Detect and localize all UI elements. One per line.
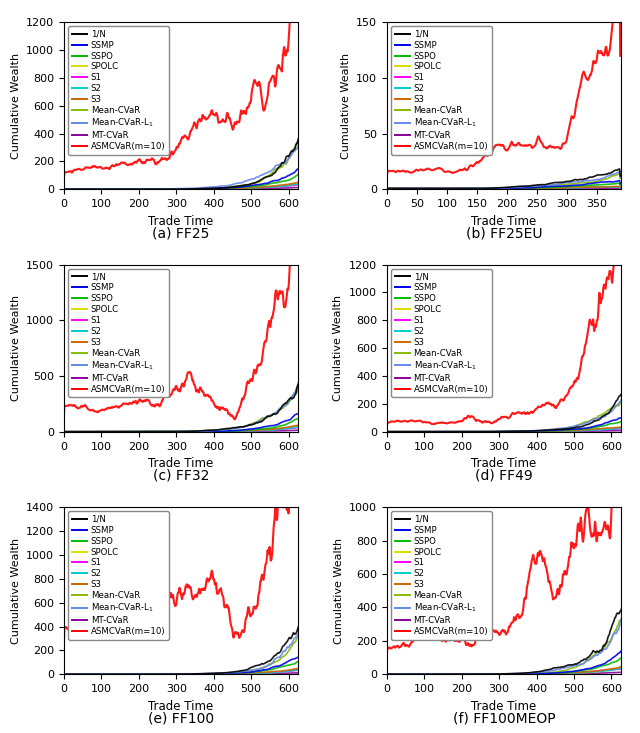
Y-axis label: Cumulative Wealth: Cumulative Wealth: [333, 538, 344, 644]
Text: (a) FF25: (a) FF25: [152, 226, 210, 240]
X-axis label: Trade Time: Trade Time: [148, 457, 214, 470]
Text: (c) FF32: (c) FF32: [153, 468, 209, 482]
X-axis label: Trade Time: Trade Time: [471, 215, 536, 227]
Y-axis label: Cumulative Wealth: Cumulative Wealth: [11, 53, 20, 158]
Text: (e) FF100: (e) FF100: [148, 711, 214, 725]
Legend: 1/N, SSMP, SSPO, SPOLC, S1, S2, S3, Mean-CVaR, Mean-CVaR-L$_1$, MT-CVaR, ASMCVaR: 1/N, SSMP, SSPO, SPOLC, S1, S2, S3, Mean…: [391, 269, 492, 397]
X-axis label: Trade Time: Trade Time: [471, 457, 536, 470]
Y-axis label: Cumulative Wealth: Cumulative Wealth: [340, 53, 351, 158]
Text: (d) FF49: (d) FF49: [475, 468, 532, 482]
Text: (b) FF25EU: (b) FF25EU: [465, 226, 542, 240]
Legend: 1/N, SSMP, SSPO, SPOLC, S1, S2, S3, Mean-CVaR, Mean-CVaR-L$_1$, MT-CVaR, ASMCVaR: 1/N, SSMP, SSPO, SPOLC, S1, S2, S3, Mean…: [391, 26, 492, 155]
X-axis label: Trade Time: Trade Time: [471, 699, 536, 712]
Legend: 1/N, SSMP, SSPO, SPOLC, S1, S2, S3, Mean-CVaR, Mean-CVaR-L$_1$, MT-CVaR, ASMCVaR: 1/N, SSMP, SSPO, SPOLC, S1, S2, S3, Mean…: [68, 269, 169, 397]
X-axis label: Trade Time: Trade Time: [148, 699, 214, 712]
Legend: 1/N, SSMP, SSPO, SPOLC, S1, S2, S3, Mean-CVaR, Mean-CVaR-L$_1$, MT-CVaR, ASMCVaR: 1/N, SSMP, SSPO, SPOLC, S1, S2, S3, Mean…: [68, 26, 169, 155]
Legend: 1/N, SSMP, SSPO, SPOLC, S1, S2, S3, Mean-CVaR, Mean-CVaR-L$_1$, MT-CVaR, ASMCVaR: 1/N, SSMP, SSPO, SPOLC, S1, S2, S3, Mean…: [391, 512, 492, 640]
Legend: 1/N, SSMP, SSPO, SPOLC, S1, S2, S3, Mean-CVaR, Mean-CVaR-L$_1$, MT-CVaR, ASMCVaR: 1/N, SSMP, SSPO, SPOLC, S1, S2, S3, Mean…: [68, 512, 169, 640]
Y-axis label: Cumulative Wealth: Cumulative Wealth: [11, 538, 20, 644]
Text: (f) FF100MEOP: (f) FF100MEOP: [452, 711, 555, 725]
Y-axis label: Cumulative Wealth: Cumulative Wealth: [333, 295, 344, 401]
X-axis label: Trade Time: Trade Time: [148, 215, 214, 227]
Y-axis label: Cumulative Wealth: Cumulative Wealth: [11, 295, 20, 401]
